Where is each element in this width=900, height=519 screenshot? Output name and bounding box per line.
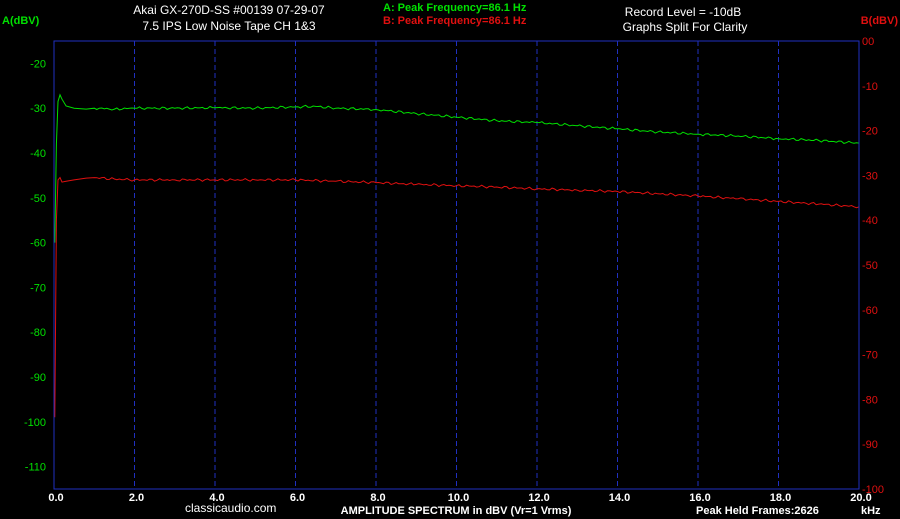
left-y-tick-label: -30 <box>30 103 46 115</box>
x-tick-label: 2.0 <box>129 492 144 504</box>
chart-title: Akai GX-270D-SS #00139 07-29-07 <box>133 3 325 17</box>
x-tick-label: 6.0 <box>290 492 305 504</box>
x-tick-label: 16.0 <box>689 492 710 504</box>
x-tick-label: 20.0 <box>850 492 871 504</box>
x-tick-label: 14.0 <box>609 492 630 504</box>
x-tick-label: 12.0 <box>528 492 549 504</box>
left-y-tick-label: -90 <box>30 372 46 384</box>
x-tick-label: 18.0 <box>770 492 791 504</box>
x-tick-label: 4.0 <box>209 492 224 504</box>
right-y-tick-label: -100 <box>862 484 884 496</box>
series-lines <box>54 93 860 418</box>
left-axis-label: A(dBV) <box>2 15 40 27</box>
right-y-tick-label: -10 <box>862 81 878 93</box>
right-y-ticks: 00 -10 -20 -30 -40 -50 -60 -70 -80 -90 -100 <box>862 36 884 496</box>
right-y-tick-label: -30 <box>862 170 878 182</box>
left-y-tick-label: -20 <box>30 58 46 70</box>
x-tick-label: 10.0 <box>448 492 469 504</box>
left-y-tick-label: -60 <box>30 238 46 250</box>
site-credit: classicaudio.com <box>185 501 276 515</box>
x-tick-label: 8.0 <box>370 492 385 504</box>
record-level: Record Level = -10dB <box>625 5 741 19</box>
left-y-tick-label: -80 <box>30 327 46 339</box>
right-y-tick-label: -20 <box>862 126 878 138</box>
x-ticks: 0.0 2.0 4.0 6.0 8.0 10.0 12.0 14.0 16.0 18.0 20.0 <box>48 492 871 504</box>
right-y-tick-label: -70 <box>862 350 878 362</box>
plot-frame <box>53 40 860 490</box>
right-y-tick-label: 00 <box>862 36 874 48</box>
left-y-ticks: -20 -30 -40 -50 -60 -70 -80 -90 -100 -110 <box>24 58 46 473</box>
x-unit-label: kHz <box>861 505 881 517</box>
series-line-a <box>54 93 860 243</box>
left-y-tick-label: -40 <box>30 148 46 160</box>
x-tick-label: 0.0 <box>48 492 63 504</box>
right-y-tick-label: -50 <box>862 260 878 272</box>
series-line-b <box>54 176 860 418</box>
right-y-tick-label: -80 <box>862 394 878 406</box>
right-y-tick-label: -60 <box>862 305 878 317</box>
x-axis-label: AMPLITUDE SPECTRUM in dBV (Vr=1 Vrms) <box>341 505 572 517</box>
split-note: Graphs Split For Clarity <box>623 20 748 34</box>
left-y-tick-label: -70 <box>30 282 46 294</box>
peak-frequency-b: B: Peak Frequency=86.1 Hz <box>383 15 527 27</box>
peak-held-frames: Peak Held Frames:2626 <box>696 505 819 517</box>
chart-subtitle: 7.5 IPS Low Noise Tape CH 1&3 <box>142 19 316 33</box>
left-y-tick-label: -50 <box>30 193 46 205</box>
grid-lines <box>134 41 779 489</box>
left-y-tick-label: -100 <box>24 417 46 429</box>
peak-frequency-a: A: Peak Frequency=86.1 Hz <box>383 2 527 14</box>
right-y-tick-label: -90 <box>862 439 878 451</box>
right-axis-label: B(dBV) <box>861 15 899 27</box>
right-y-tick-label: -40 <box>862 215 878 227</box>
left-y-tick-label: -110 <box>25 462 46 474</box>
